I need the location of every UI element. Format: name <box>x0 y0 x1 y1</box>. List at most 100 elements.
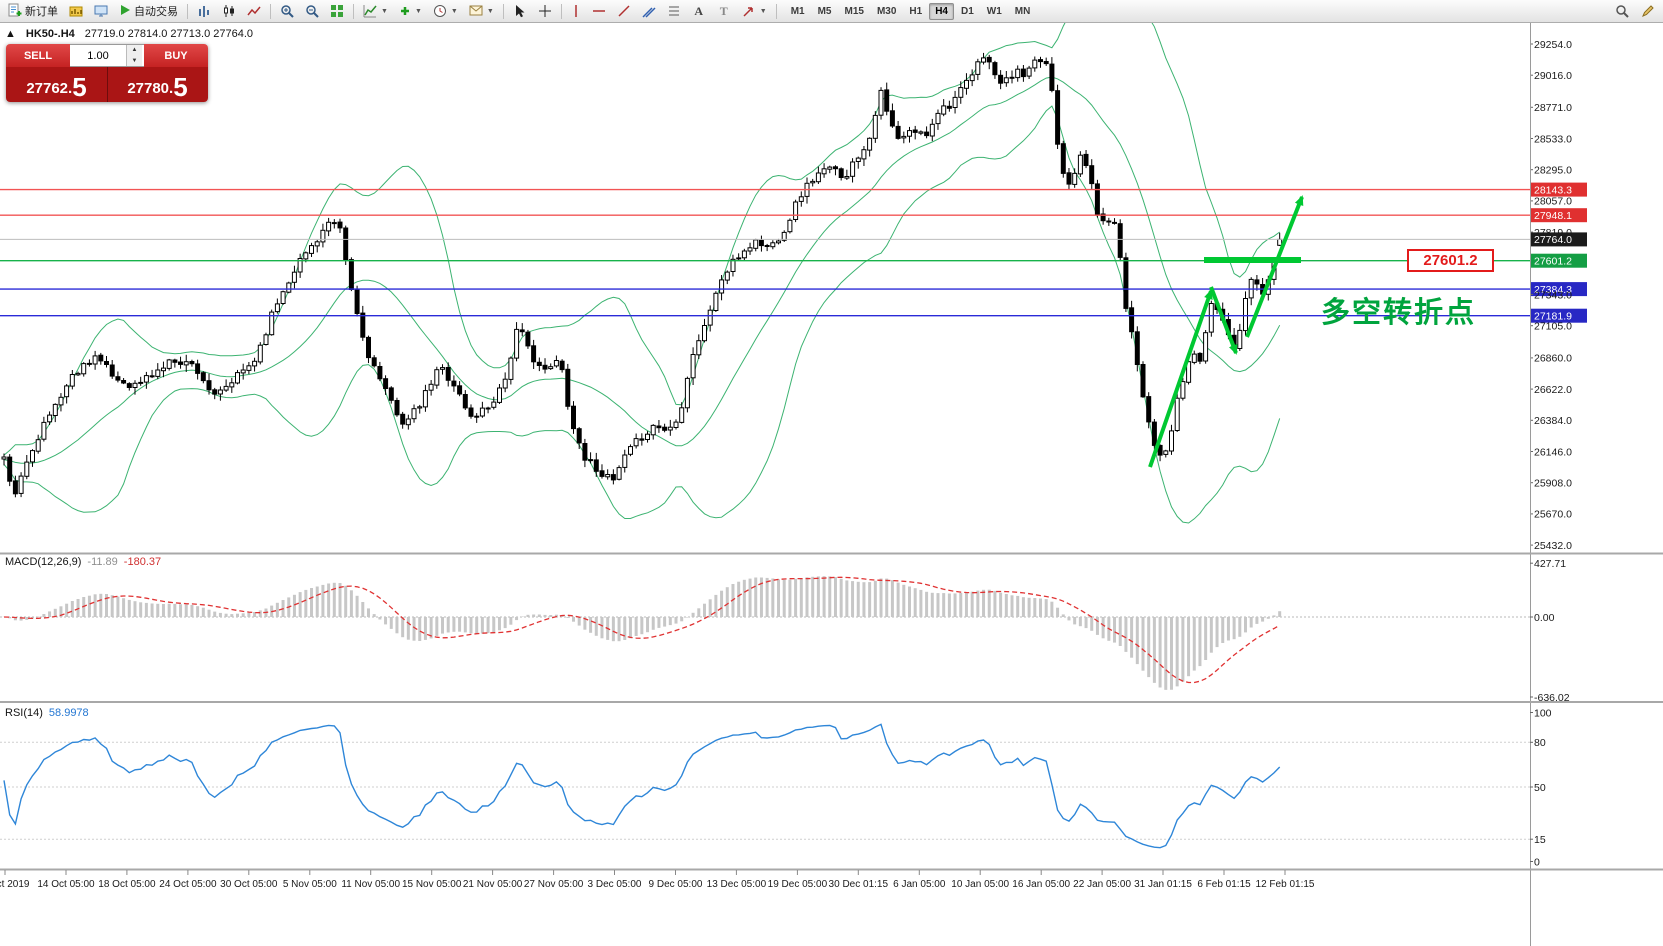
zoom-in-icon[interactable] <box>275 1 299 21</box>
timeframe-d1[interactable]: D1 <box>955 3 980 20</box>
volume-input[interactable] <box>70 45 126 66</box>
charts-icon[interactable] <box>64 1 88 21</box>
cursor-icon[interactable] <box>508 1 532 21</box>
annotation-arrows[interactable] <box>1148 195 1304 468</box>
add-indicator-icon[interactable]: ▼ <box>394 1 427 21</box>
buy-price[interactable]: 27780. 5 <box>107 67 208 102</box>
timeframe-m1[interactable]: M1 <box>785 3 811 20</box>
price-lines-layer <box>0 188 1530 317</box>
tile-windows-icon[interactable] <box>325 1 349 21</box>
svg-text:28295.0: 28295.0 <box>1534 165 1572 177</box>
horizontal-line-icon[interactable] <box>587 1 611 21</box>
svg-text:22 Jan 05:00: 22 Jan 05:00 <box>1073 879 1131 890</box>
svg-text:27819.0: 27819.0 <box>1534 227 1572 239</box>
svg-text:27764.0: 27764.0 <box>1534 234 1572 246</box>
svg-text:15 Nov 05:00: 15 Nov 05:00 <box>402 879 462 890</box>
svg-text:14 Oct 05:00: 14 Oct 05:00 <box>37 879 95 890</box>
svg-text:29254.0: 29254.0 <box>1534 39 1572 51</box>
svg-text:6 Jan 05:00: 6 Jan 05:00 <box>893 879 946 890</box>
buy-price-main: 27780. <box>127 80 174 97</box>
ohlc-values: 27719.0 27814.0 27713.0 27764.0 <box>84 28 254 40</box>
svg-text:21 Nov 05:00: 21 Nov 05:00 <box>463 879 523 890</box>
svg-text:12 Feb 01:15: 12 Feb 01:15 <box>1256 879 1315 890</box>
toolbar-separator <box>187 3 188 19</box>
svg-text:31 Jan 01:15: 31 Jan 01:15 <box>1134 879 1192 890</box>
price-tag <box>1531 282 1587 297</box>
timeframe-h1[interactable]: H1 <box>903 3 928 20</box>
svg-text:19 Dec 05:00: 19 Dec 05:00 <box>768 879 828 890</box>
svg-text:8 Oct 2019: 8 Oct 2019 <box>0 879 30 890</box>
rsi-name: RSI(14) <box>5 707 43 719</box>
zoom-out-icon[interactable] <box>300 1 324 21</box>
svg-text:0: 0 <box>1534 856 1540 868</box>
price-axis: 28143.3 27948.1 27764.0 27601.2 27384.3 27181… <box>0 23 1663 946</box>
macd-signal-line <box>3 576 1281 684</box>
svg-text:24 Oct 05:00: 24 Oct 05:00 <box>159 879 217 890</box>
candlestick-icon[interactable] <box>217 1 241 21</box>
buy-price-big-digit: 5 <box>173 72 188 102</box>
sell-button[interactable]: SELL <box>6 44 70 67</box>
edit-pencil-icon[interactable] <box>1636 1 1660 21</box>
symbol-label: HK50-.H4 <box>25 28 75 40</box>
svg-text:15: 15 <box>1534 834 1546 846</box>
chevron-down-icon: ▼ <box>486 7 494 15</box>
svg-text:26622.0: 26622.0 <box>1534 384 1572 396</box>
annotation-note-text[interactable]: 多空转折点 <box>1321 297 1477 329</box>
timeframe-w1[interactable]: W1 <box>981 3 1008 20</box>
svg-text:30 Oct 05:00: 30 Oct 05:00 <box>220 879 278 890</box>
timeframe-m30[interactable]: M30 <box>871 3 902 20</box>
indicators-icon[interactable]: ▼ <box>358 1 393 21</box>
collapse-icon[interactable]: ▲ <box>5 28 16 40</box>
svg-text:27948.1: 27948.1 <box>1534 210 1572 222</box>
svg-text:80: 80 <box>1534 737 1546 749</box>
svg-text:10 Jan 05:00: 10 Jan 05:00 <box>951 879 1009 890</box>
toolbar-separator <box>502 3 504 19</box>
timeframe-m15[interactable]: M15 <box>839 3 870 20</box>
trend-arrow-drawing[interactable] <box>1209 286 1238 355</box>
search-icon[interactable] <box>1610 1 1634 21</box>
text-icon[interactable]: A <box>687 1 711 21</box>
timeframe-m5[interactable]: M5 <box>812 3 838 20</box>
trend-arrow-drawing[interactable] <box>1245 195 1304 338</box>
svg-text:26860.0: 26860.0 <box>1534 353 1572 365</box>
buy-button[interactable]: BUY <box>144 44 208 67</box>
svg-text:27601.2: 27601.2 <box>1534 256 1572 268</box>
bar-chart-icon[interactable] <box>192 1 216 21</box>
fibonacci-icon[interactable] <box>662 1 686 21</box>
trendline-icon[interactable] <box>612 1 636 21</box>
macd-label: MACD(12,26,9) -11.89 -180.37 <box>5 556 161 568</box>
svg-text:100: 100 <box>1534 707 1552 719</box>
timeframe-h4[interactable]: H4 <box>929 2 954 20</box>
svg-text:427.71: 427.71 <box>1534 558 1566 570</box>
rsi-panel: 100 80 50 15 0 <box>0 707 1552 868</box>
auto-trading-button[interactable]: 自动交易 <box>114 1 183 21</box>
new-order-button[interactable]: 新订单 <box>3 1 63 21</box>
period-clock-icon[interactable]: ▼ <box>428 1 463 21</box>
svg-text:26384.0: 26384.0 <box>1534 415 1572 427</box>
crosshair-icon[interactable] <box>533 1 557 21</box>
label-icon[interactable]: T <box>712 1 736 21</box>
line-chart-icon[interactable] <box>242 1 266 21</box>
toolbar-separator <box>270 3 271 19</box>
volume-up-button[interactable]: ▲ <box>127 45 142 56</box>
profiles-icon[interactable] <box>89 1 113 21</box>
svg-text:18 Oct 05:00: 18 Oct 05:00 <box>98 879 156 890</box>
timeframe-group: M1 M5 M15 M30 H1 H4 D1 W1 MN <box>785 2 1037 20</box>
price-tag <box>1531 208 1587 223</box>
templates-mail-icon[interactable]: ▼ <box>464 1 499 21</box>
timeframe-mn[interactable]: MN <box>1009 3 1037 20</box>
channel-icon[interactable] <box>637 1 661 21</box>
arrows-tool-icon[interactable]: ▼ <box>737 1 772 21</box>
svg-text:27343.0: 27343.0 <box>1534 289 1572 301</box>
sell-price-main: 27762. <box>26 80 73 97</box>
volume-down-button[interactable]: ▼ <box>127 55 142 66</box>
support-price-callout[interactable]: 27601.2 <box>1407 249 1494 272</box>
svg-text:3 Dec 05:00: 3 Dec 05:00 <box>588 879 642 890</box>
chevron-down-icon: ▼ <box>450 7 458 15</box>
chevron-down-icon: ▼ <box>759 7 767 15</box>
trend-arrow-drawing[interactable] <box>1148 289 1213 468</box>
toolbar-separator <box>775 3 777 19</box>
sell-price[interactable]: 27762. 5 <box>6 67 107 102</box>
vertical-line-icon[interactable] <box>566 1 586 21</box>
